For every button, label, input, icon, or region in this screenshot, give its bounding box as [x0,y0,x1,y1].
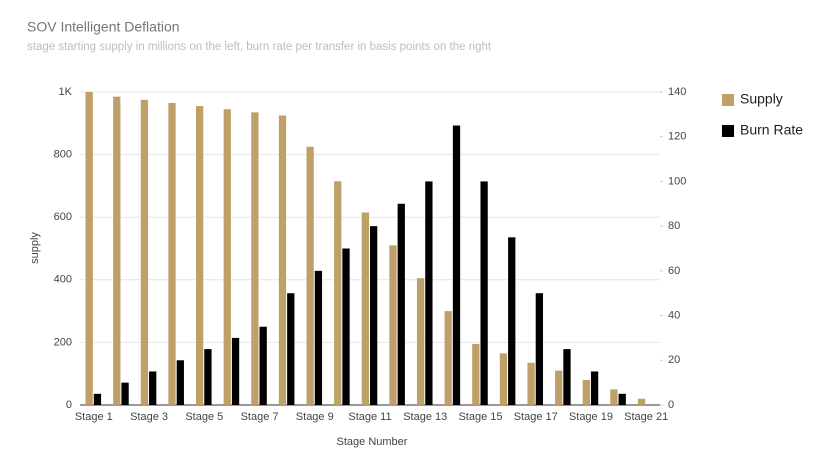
x-tick-label: Stage 15 [458,411,502,423]
bar [196,106,204,406]
bar [610,389,618,405]
y-tick-label: 800 [54,149,72,161]
y2-tick-label: 140 [668,86,686,98]
bar [389,245,397,405]
bar [582,379,590,405]
y2-tick-label: 0 [668,399,674,411]
bar [508,237,516,405]
bar [113,96,121,405]
bar [499,353,508,405]
bar [472,343,480,405]
x-tick-label: Stage 17 [514,411,558,423]
y-tick-label: 0 [66,399,72,411]
y-tick-label: 200 [54,336,72,348]
x-tick-label: Stage 5 [185,411,223,423]
bar [527,362,535,405]
legend-swatch [722,94,734,106]
bar [590,371,599,405]
y-tick-label: 1K [59,86,73,98]
x-tick-label: Stage 13 [403,411,447,423]
legend-label: Burn Rate [740,122,803,138]
x-tick-label: Stage 11 [348,411,391,423]
chart-subtitle: stage starting supply in millions on the… [27,41,492,53]
x-axis-title: Stage Number [337,436,408,448]
y-tick-label: 400 [54,274,72,286]
bar [176,360,184,405]
bar [278,115,287,405]
bar [618,393,626,405]
bar [149,371,157,405]
x-tick-label: Stage 7 [241,411,279,423]
bar [168,102,176,405]
bar [85,92,93,405]
bar [397,203,405,405]
bar [121,382,129,405]
bar [452,125,461,406]
bar [334,181,342,405]
y2-tick-label: 40 [668,309,680,321]
legend-swatch [722,125,734,137]
bar [314,270,323,405]
bar [444,311,452,405]
x-tick-label: Stage 3 [130,411,168,423]
y2-tick-label: 100 [668,175,686,187]
bar [204,349,212,405]
bar [535,293,543,405]
y-tick-label: 600 [54,211,72,223]
bar [555,370,563,405]
bar [223,109,231,405]
y2-tick-label: 60 [668,265,680,277]
y2-tick-label: 20 [668,354,680,366]
x-tick-label: Stage 1 [75,411,113,423]
bar [93,393,102,405]
bar [563,349,571,405]
bar [259,326,267,405]
bar [306,146,314,405]
y2-tick-label: 80 [668,220,680,232]
x-tick-label: Stage 19 [569,411,613,423]
y2-tick-label: 120 [668,131,686,143]
bar [370,226,378,405]
bar [416,278,425,405]
bar [140,99,149,405]
chart-title: SOV Intelligent Deflation [27,19,180,35]
bar [637,398,646,405]
bar [425,181,433,405]
bar [251,112,259,405]
bar [480,181,488,405]
y-axis-title: supply [29,232,41,264]
x-tick-label: Stage 9 [296,411,334,423]
legend-label: Supply [740,91,783,107]
bar [342,248,350,405]
bar [361,212,369,405]
bar [287,293,295,405]
x-tick-label: Stage 21 [624,411,668,423]
bar [231,337,240,405]
